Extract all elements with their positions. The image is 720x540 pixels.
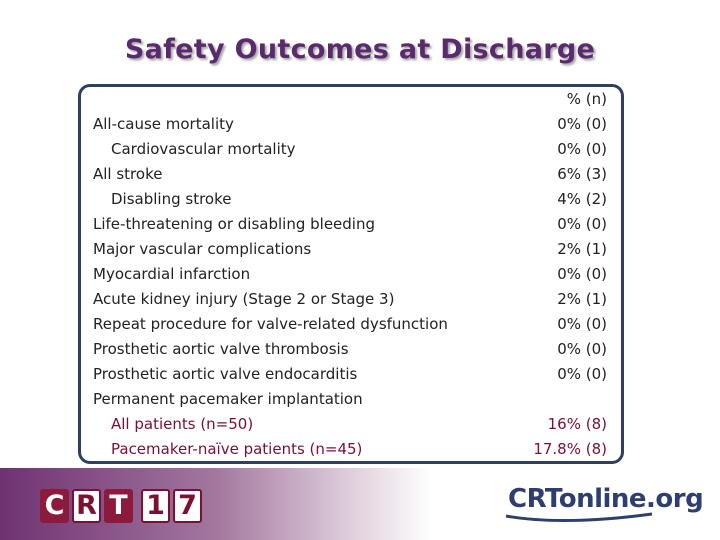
row-label: Prosthetic aortic valve endocarditis <box>93 365 358 383</box>
row-label: All stroke <box>93 165 163 183</box>
slide-title: Safety Outcomes at Discharge <box>124 34 596 65</box>
row-value: 4% (2) <box>557 190 607 208</box>
row-label: All patients (n=50) <box>111 415 254 433</box>
table-row: Disabling stroke 4% (2) <box>81 190 621 215</box>
row-label: Life-threatening or disabling bleeding <box>93 215 375 233</box>
row-value: 0% (0) <box>557 315 607 333</box>
swoosh-icon <box>505 512 653 523</box>
table-row: Permanent pacemaker implantation <box>81 390 621 415</box>
crt17-logo: C R T 1 7 <box>40 488 205 524</box>
table-row: All stroke 6% (3) <box>81 165 621 190</box>
table-row: All patients (n=50) 16% (8) <box>81 415 621 440</box>
table-row: Prosthetic aortic valve endocarditis 0% … <box>81 365 621 390</box>
row-label: Acute kidney injury (Stage 2 or Stage 3) <box>93 290 395 308</box>
outcomes-table: % (n) All-cause mortality 0% (0) Cardiov… <box>78 84 624 464</box>
logo-letter: C <box>40 489 69 523</box>
table-header-row: % (n) <box>81 90 621 115</box>
row-value: 0% (0) <box>557 265 607 283</box>
crtonline-logo-text: CRTonline.org <box>508 484 704 514</box>
logo-letter: 1 <box>141 489 170 523</box>
row-label: Myocardial infarction <box>93 265 251 283</box>
row-label: Repeat procedure for valve-related dysfu… <box>93 315 448 333</box>
row-value: 0% (0) <box>557 140 607 158</box>
table-row: Major vascular complications 2% (1) <box>81 240 621 265</box>
row-label: Cardiovascular mortality <box>111 140 296 158</box>
row-label: All-cause mortality <box>93 115 234 133</box>
row-value: 2% (1) <box>557 240 607 258</box>
logo-letter: T <box>104 489 133 523</box>
crtonline-logo: CRTonline.org <box>504 484 704 524</box>
table-row: All-cause mortality 0% (0) <box>81 115 621 140</box>
row-value: 2% (1) <box>557 290 607 308</box>
table-row: Cardiovascular mortality 0% (0) <box>81 140 621 165</box>
row-label: Pacemaker-naïve patients (n=45) <box>111 440 363 458</box>
row-label: Major vascular complications <box>93 240 312 258</box>
row-label: Prosthetic aortic valve thrombosis <box>93 340 349 358</box>
table-row: Life-threatening or disabling bleeding 0… <box>81 215 621 240</box>
row-value: 0% (0) <box>557 365 607 383</box>
row-value: 16% (8) <box>547 415 607 433</box>
table-row: Prosthetic aortic valve thrombosis 0% (0… <box>81 340 621 365</box>
table-row: Acute kidney injury (Stage 2 or Stage 3)… <box>81 290 621 315</box>
table-row: Myocardial infarction 0% (0) <box>81 265 621 290</box>
row-value: 0% (0) <box>557 340 607 358</box>
logo-letter: R <box>72 489 101 523</box>
logo-letter: 7 <box>173 489 202 523</box>
row-value: 6% (3) <box>557 165 607 183</box>
row-value: 0% (0) <box>557 215 607 233</box>
row-label: Disabling stroke <box>111 190 232 208</box>
row-value: 0% (0) <box>557 115 607 133</box>
table-row: Repeat procedure for valve-related dysfu… <box>81 315 621 340</box>
row-value: 17.8% (8) <box>533 440 607 458</box>
table-row: Pacemaker-naïve patients (n=45) 17.8% (8… <box>81 440 621 465</box>
row-label: Permanent pacemaker implantation <box>93 390 363 408</box>
value-column-header: % (n) <box>566 90 607 108</box>
